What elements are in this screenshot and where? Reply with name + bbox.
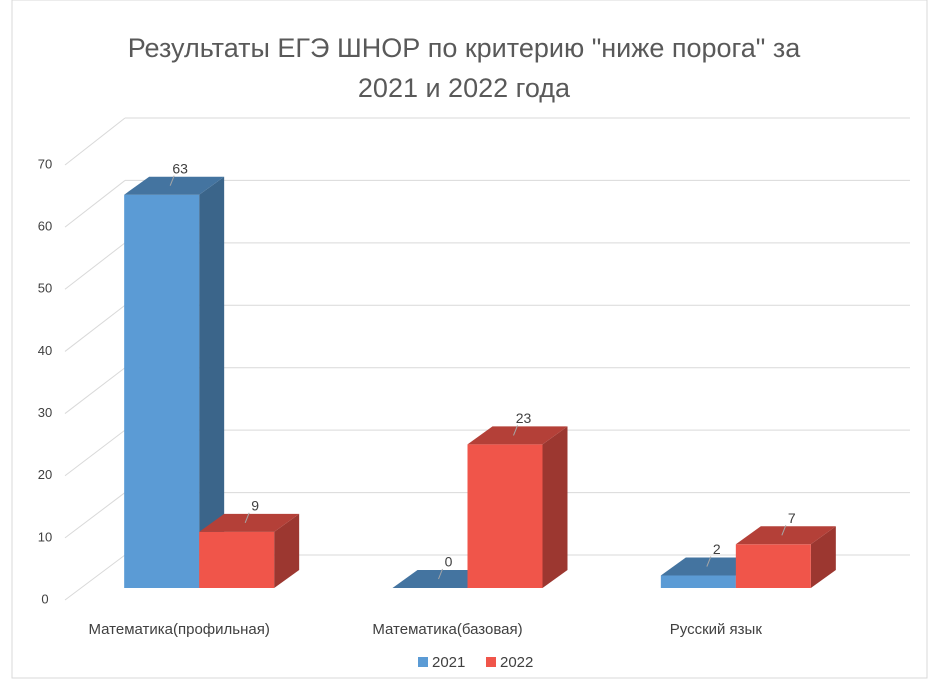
y-tick-label: 10	[38, 529, 52, 544]
legend-swatch	[486, 657, 496, 667]
grid-diagonal	[64, 492, 126, 539]
y-tick-label: 50	[38, 281, 52, 296]
grid-diagonal	[64, 304, 126, 352]
grid-diagonal	[64, 180, 126, 228]
grid-diagonal	[64, 367, 126, 414]
bar-top	[199, 513, 300, 532]
y-tick-label: 70	[38, 156, 52, 171]
grid-diagonal	[64, 554, 126, 601]
bar	[124, 194, 200, 588]
bar	[660, 575, 736, 588]
bar-side	[199, 176, 225, 588]
y-tick-label: 0	[41, 591, 48, 606]
label-leader	[244, 512, 250, 523]
bar	[467, 444, 543, 588]
legend-swatch	[418, 657, 428, 667]
bar-top	[124, 176, 225, 195]
bar-side	[810, 526, 836, 588]
bar-top	[467, 426, 568, 445]
data-label: 2	[713, 541, 721, 557]
bar-side	[542, 426, 568, 588]
data-label: 9	[251, 498, 259, 514]
label-leader	[781, 525, 787, 536]
legend-label: 2022	[500, 654, 533, 671]
data-label: 23	[516, 410, 532, 426]
y-tick-label: 60	[38, 219, 52, 234]
x-tick-label: Русский язык	[670, 621, 763, 638]
y-tick-label: 30	[38, 405, 52, 420]
x-tick-label: Математика(профильная)	[88, 621, 269, 638]
bar-side	[274, 513, 300, 588]
grid-diagonal	[64, 429, 126, 477]
bar	[735, 544, 811, 588]
data-label: 0	[445, 554, 453, 570]
grid-diagonal	[64, 117, 126, 166]
x-tick-label: Математика(базовая)	[372, 621, 522, 638]
bar	[199, 531, 275, 588]
y-tick-label: 20	[38, 467, 52, 482]
chart-title: Результаты ЕГЭ ШНОР по критерию "ниже по…	[127, 33, 801, 103]
label-leader	[513, 425, 518, 436]
label-leader	[169, 175, 175, 186]
data-label: 7	[788, 510, 796, 526]
legend-label: 2021	[432, 654, 465, 671]
data-label: 63	[172, 160, 188, 176]
label-leader	[438, 568, 443, 580]
chart-border	[11, 0, 928, 679]
bar-top	[735, 526, 836, 545]
y-tick-label: 40	[38, 343, 52, 358]
grid-diagonal	[64, 242, 126, 290]
label-leader	[706, 556, 712, 567]
